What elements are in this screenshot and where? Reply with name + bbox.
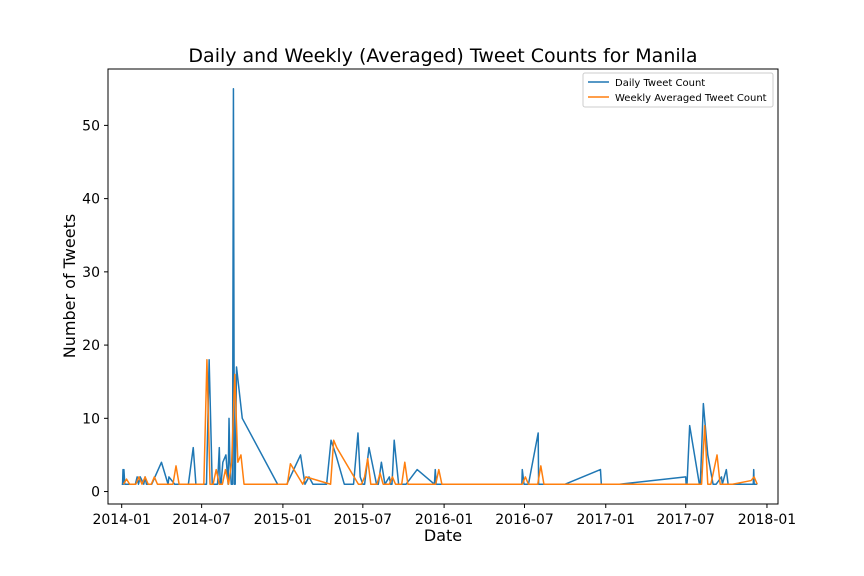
x-tick-label: 2017-07 <box>656 512 715 528</box>
x-tick-label: 2016-07 <box>495 512 554 528</box>
y-tick-label: 0 <box>91 485 100 501</box>
axes-frame <box>107 68 779 505</box>
weekly-averaged-tweet-count-line <box>122 358 758 485</box>
y-tick-label: 50 <box>82 118 100 134</box>
x-tick-label: 2015-07 <box>334 512 393 528</box>
x-tick-label: 2014-01 <box>92 512 151 528</box>
legend-weekly-label: Weekly Averaged Tweet Count <box>615 93 767 104</box>
y-tick-label: 20 <box>82 338 100 354</box>
chart-title: Daily and Weekly (Averaged) Tweet Counts… <box>188 45 697 67</box>
legend-daily-label: Daily Tweet Count <box>615 78 705 89</box>
x-axis-label: Date <box>424 526 462 545</box>
y-tick-label: 10 <box>82 411 100 427</box>
x-axis: 2014-01 2014-07 2015-01 2015-07 2016-01 2016-… <box>92 504 796 528</box>
x-tick-label: 2015-01 <box>254 512 313 528</box>
y-axis-label: Number of Tweets <box>60 214 79 358</box>
x-tick-label: 2014-07 <box>172 512 231 528</box>
legend-frame <box>582 72 774 108</box>
x-tick-label: 2017-01 <box>577 512 636 528</box>
legend: Daily Tweet Count Weekly Averaged Tweet … <box>582 72 774 108</box>
x-tick-label: 2018-01 <box>738 512 797 528</box>
y-tick-label: 40 <box>82 192 100 208</box>
plot-area <box>121 88 758 485</box>
y-axis: 0 10 20 30 40 50 <box>82 118 108 501</box>
y-tick-label: 30 <box>82 265 100 281</box>
x-tick-label: 2016-01 <box>415 512 474 528</box>
